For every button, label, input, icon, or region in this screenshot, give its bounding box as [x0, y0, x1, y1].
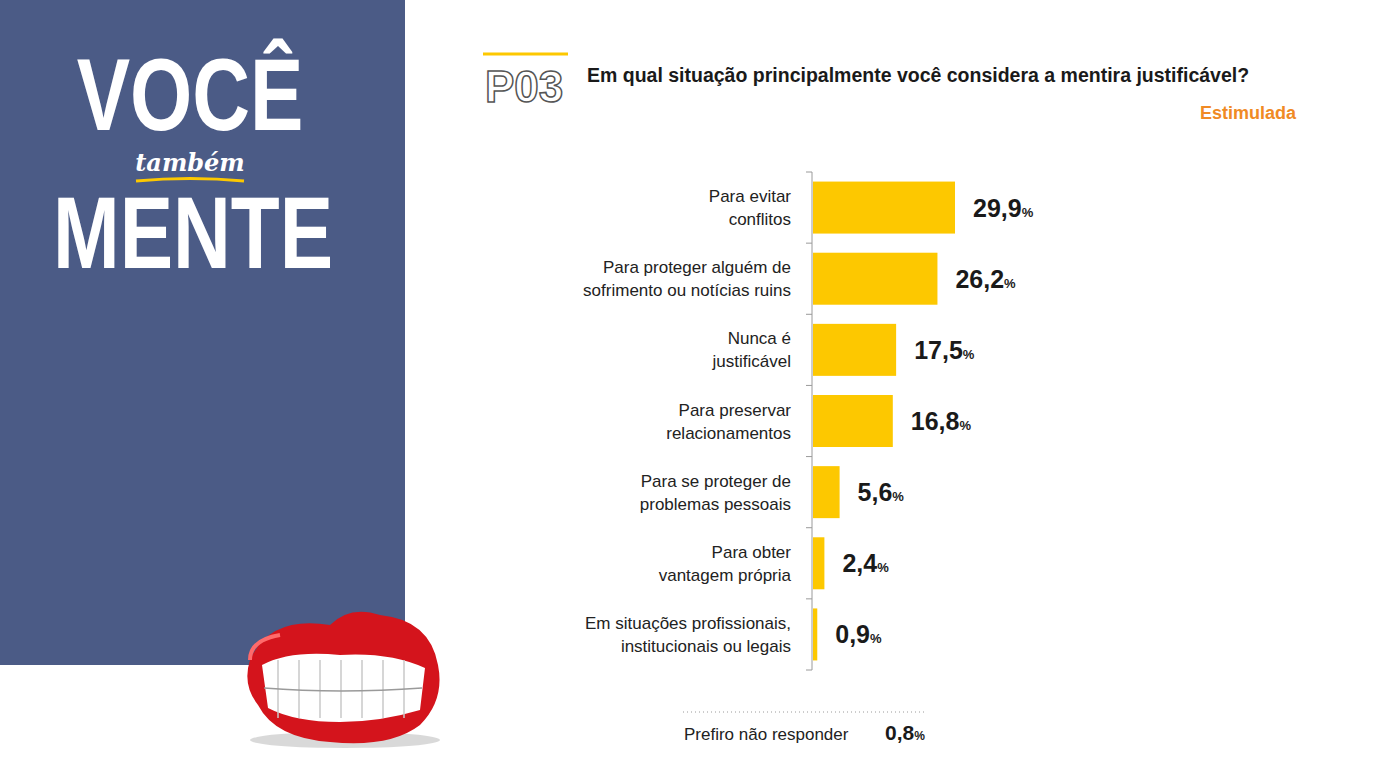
category-separator: [806, 385, 812, 386]
category-separator: [806, 172, 812, 173]
data-label-unit: %: [963, 347, 975, 362]
data-label-number: 29,9: [973, 194, 1022, 222]
category-label-line: problemas pessoais: [640, 495, 791, 514]
category-label: Em situações profissionais, institucionai…: [585, 614, 791, 656]
category-label: Para preservar relacionamentos: [666, 401, 791, 443]
tooth-gap: [319, 660, 321, 718]
data-label-number: 5,6: [858, 478, 893, 506]
category-label-line: Para evitar: [709, 187, 792, 206]
category-label-line: institucionais ou legais: [621, 637, 791, 656]
category-axis: [812, 172, 813, 670]
bar: [813, 537, 824, 589]
question-code: P03: [485, 62, 563, 111]
data-label: 29,9%: [973, 194, 1034, 222]
category-separator: [806, 527, 812, 528]
data-label-number: 0,9: [835, 620, 870, 648]
data-label-unit: %: [1004, 276, 1016, 291]
category-label: Para se proteger de problemas pessoais: [640, 472, 791, 514]
data-label-unit: %: [959, 418, 971, 433]
category-separator: [806, 598, 812, 599]
footnote-value-unit: %: [914, 729, 925, 743]
data-label-unit: %: [877, 560, 889, 575]
data-label-unit: %: [892, 489, 904, 504]
category-label-line: Para obter: [712, 543, 792, 562]
category-label-line: Para preservar: [679, 401, 792, 420]
tooth-gap: [361, 660, 363, 718]
category-separator: [806, 456, 812, 457]
lips-teeth: [262, 654, 425, 722]
bar: [813, 608, 817, 660]
category-label: Para evitar conflitos: [709, 187, 792, 229]
category-separator: [806, 314, 812, 315]
footnote-divider: [683, 712, 925, 713]
lips-illustration: [247, 612, 440, 748]
lips-shape: [247, 612, 439, 744]
chart-subtitle: Estimulada: [1200, 103, 1297, 123]
brand-title-group: VOCÊ: [77, 36, 304, 151]
data-label-number: 16,8: [911, 407, 960, 435]
category-label-line: vantagem própria: [659, 566, 792, 585]
brand-panel: [0, 0, 405, 665]
tooth-gap: [382, 660, 384, 718]
bar: [813, 395, 893, 447]
category-label-line: Nunca é: [728, 329, 791, 348]
data-label: 17,5%: [914, 336, 975, 364]
canvas: VOCÊtambémMENTE P03 Em qual situação princ…: [0, 0, 1377, 772]
brand-title: MENTE: [53, 176, 333, 290]
category-separator: [806, 243, 812, 244]
category-label: Para obter vantagem própria: [659, 543, 792, 585]
chart-title: Em qual situação principalmente você con…: [587, 64, 1249, 86]
data-label-unit: %: [1022, 205, 1034, 220]
data-label-unit: %: [870, 631, 882, 646]
category-label-line: justificável: [712, 352, 791, 371]
category-label-line: conflitos: [729, 210, 791, 229]
category-label: Nunca é justificável: [712, 329, 791, 371]
tooth-gap: [298, 660, 300, 718]
bar: [813, 253, 937, 305]
data-label-number: 26,2: [955, 265, 1004, 293]
bar: [813, 182, 955, 234]
bar: [813, 324, 896, 376]
data-label: 2,4%: [842, 549, 889, 577]
brand-title: VOCÊ: [77, 36, 304, 151]
brand-title-group: MENTE: [53, 176, 333, 290]
code-accent: [483, 53, 568, 56]
tooth-gap: [340, 660, 342, 718]
data-label: 16,8%: [911, 407, 972, 435]
category-separator: [806, 670, 812, 671]
footnote-value-number: 0,8: [885, 721, 915, 744]
brand-subtitle: também: [135, 148, 244, 177]
footnote-label: Prefiro não responder: [684, 725, 849, 744]
teeth-line: [264, 688, 422, 691]
data-label-number: 17,5: [914, 336, 963, 364]
data-label: 0,9%: [835, 620, 882, 648]
category-label-line: sofrimento ou notícias ruins: [583, 281, 791, 300]
data-label-number: 2,4: [842, 549, 877, 577]
category-label-line: Para proteger alguém de: [603, 258, 791, 277]
bar: [813, 466, 840, 518]
labels: Para evitar conflitos 29,9% Para proteger a…: [583, 187, 1034, 656]
category-label-line: relacionamentos: [666, 424, 791, 443]
category-label-line: Para se proteger de: [641, 472, 791, 491]
category-label: Para proteger alguém de sofrimento ou not…: [583, 258, 791, 300]
data-label: 26,2%: [955, 265, 1016, 293]
data-label: 5,6%: [858, 478, 905, 506]
lips-highlight: [250, 635, 280, 660]
footnote-value: 0,8%: [885, 721, 925, 744]
category-label-line: Em situações profissionais,: [585, 614, 791, 633]
